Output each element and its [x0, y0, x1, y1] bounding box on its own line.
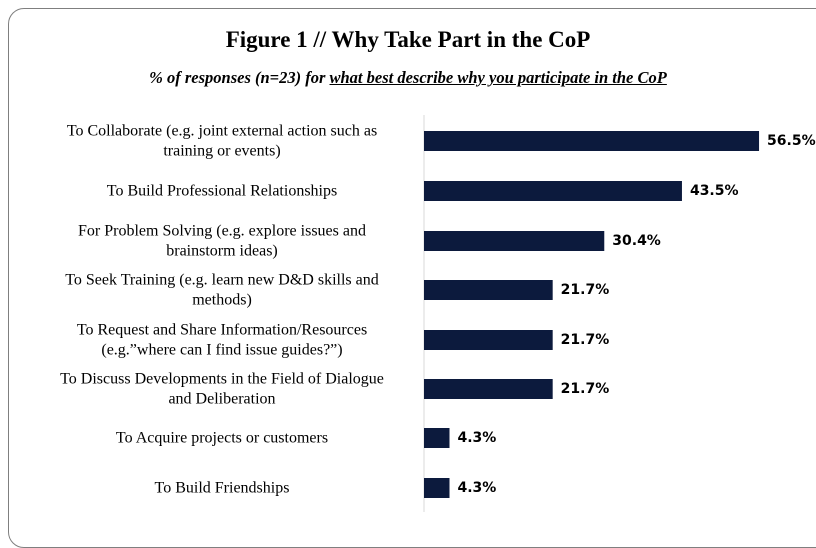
data-label: 4.3% [457, 480, 496, 496]
category-label: To Request and Share Information/Resourc… [77, 322, 367, 359]
category-label-line: methods) [192, 292, 252, 309]
data-label: 21.7% [561, 282, 610, 298]
data-label: 21.7% [561, 381, 610, 397]
chart-subtitle-underlined: what best describe why you participate i… [329, 68, 667, 87]
bar [424, 231, 605, 251]
category-label-line: To Build Professional Relationships [107, 183, 337, 200]
data-label: 43.5% [690, 183, 739, 199]
category-label: To Build Professional Relationships [107, 183, 337, 200]
chart-title: Figure 1 // Why Take Part in the CoP [225, 27, 591, 52]
bar [424, 379, 553, 399]
data-label: 30.4% [612, 233, 661, 249]
bar [424, 181, 682, 201]
chart-subtitle-prefix: % of responses (n=23) for [149, 68, 330, 87]
category-label-line: For Problem Solving (e.g. explore issues… [78, 223, 366, 240]
category-label-line: brainstorm ideas) [166, 243, 278, 260]
category-label-line: (e.g.”where can I find issue guides?”) [101, 342, 342, 359]
category-label-line: To Collaborate (e.g. joint external acti… [67, 123, 377, 140]
category-label-line: To Build Friendships [155, 480, 290, 497]
category-label: To Seek Training (e.g. learn new D&D ski… [65, 272, 379, 309]
category-label-line: To Seek Training (e.g. learn new D&D ski… [65, 272, 379, 289]
category-label-line: To Discuss Developments in the Field of … [60, 371, 384, 388]
bar [424, 478, 450, 498]
chart-subtitle: % of responses (n=23) for what best desc… [0, 68, 816, 88]
category-label: For Problem Solving (e.g. explore issues… [78, 223, 366, 260]
data-label: 21.7% [561, 332, 610, 348]
data-label: 4.3% [457, 430, 496, 446]
bar [424, 330, 553, 350]
chart-frame [8, 8, 816, 548]
category-label-line: To Acquire projects or customers [116, 430, 328, 447]
bar-chart: 56.5% To Collaborate (e.g. joint external… [60, 115, 816, 512]
bar [424, 280, 553, 300]
data-label: 56.5% [767, 133, 816, 149]
category-label: To Acquire projects or customers [116, 430, 328, 447]
bar [424, 131, 760, 151]
category-label: To Build Friendships [155, 480, 290, 497]
category-label: To Discuss Developments in the Field of … [60, 371, 384, 408]
category-label-line: training or events) [163, 143, 280, 160]
category-label-line: and Deliberation [168, 391, 275, 408]
bar [424, 428, 450, 448]
category-label: To Collaborate (e.g. joint external acti… [67, 123, 377, 160]
category-label-line: To Request and Share Information/Resourc… [77, 322, 367, 339]
